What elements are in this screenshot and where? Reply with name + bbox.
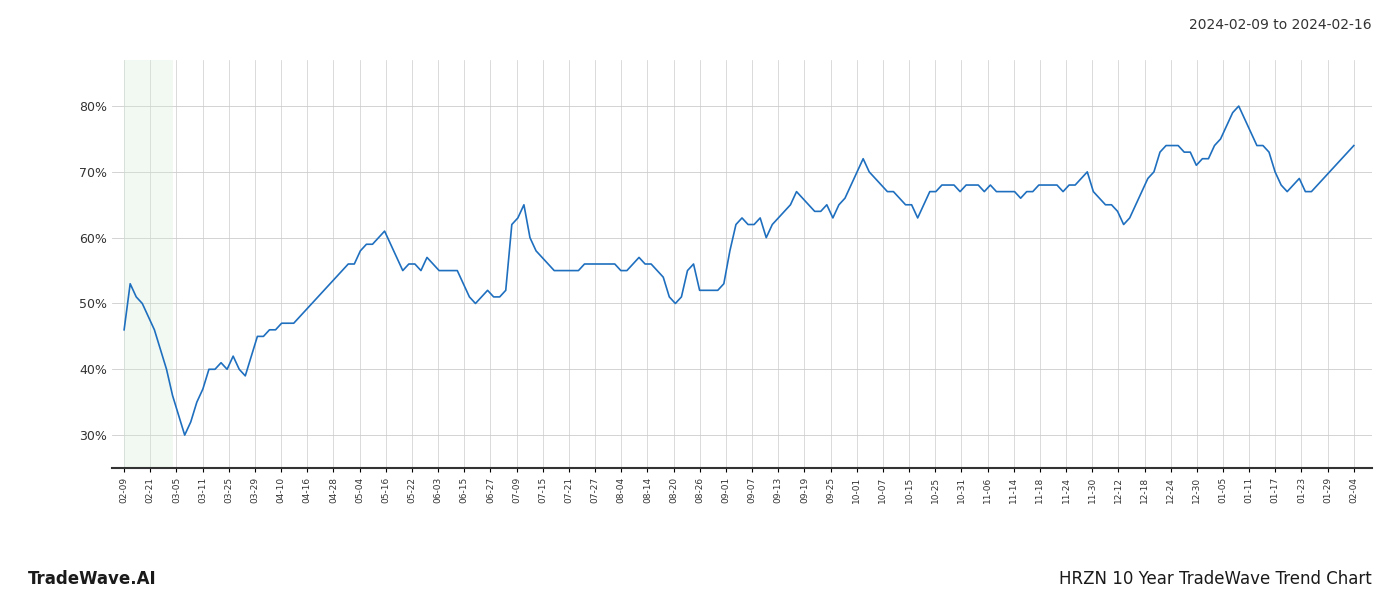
Text: TradeWave.AI: TradeWave.AI [28,570,157,588]
Text: HRZN 10 Year TradeWave Trend Chart: HRZN 10 Year TradeWave Trend Chart [1060,570,1372,588]
Bar [125,60,172,468]
Text: 2024-02-09 to 2024-02-16: 2024-02-09 to 2024-02-16 [1190,18,1372,32]
